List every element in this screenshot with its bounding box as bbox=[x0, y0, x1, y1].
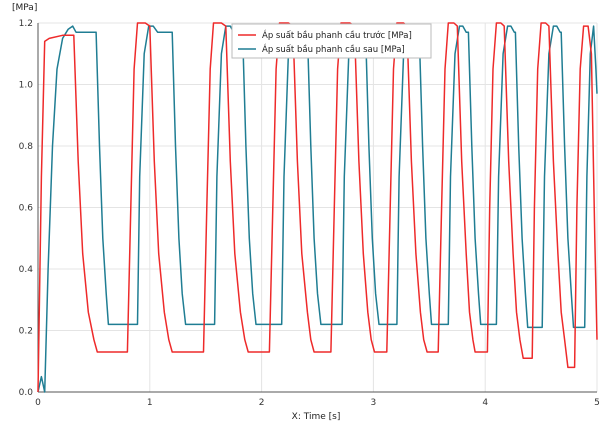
y-tick-label: 0.8 bbox=[19, 142, 34, 152]
x-tick-label: 2 bbox=[259, 398, 265, 408]
x-axis-label: X: Time [s] bbox=[292, 412, 341, 422]
y-tick-label: 1.2 bbox=[19, 19, 33, 29]
series-line-front bbox=[37, 22, 598, 393]
legend-label-front: Áp suất bầu phanh cầu trước [MPa] bbox=[262, 29, 412, 41]
y-tick-labels: 0.0 0.2 0.4 0.6 0.8 1.0 1.2 bbox=[19, 19, 34, 398]
y-tick-label: 0.6 bbox=[19, 204, 34, 214]
y-axis-label: [MPa] bbox=[12, 3, 37, 13]
x-tick-labels: 0 1 2 3 4 5 bbox=[35, 398, 600, 408]
x-tick-label: 3 bbox=[371, 398, 377, 408]
y-tick-label: 0.4 bbox=[19, 265, 34, 275]
y-tick-label: 1.0 bbox=[19, 81, 34, 91]
y-tick-label: 0.2 bbox=[19, 327, 33, 337]
x-tick-label: 0 bbox=[35, 398, 41, 408]
x-tick-label: 1 bbox=[147, 398, 153, 408]
x-tick-label: 4 bbox=[482, 398, 488, 408]
legend: Áp suất bầu phanh cầu trước [MPa] Áp suấ… bbox=[231, 23, 432, 59]
legend-box bbox=[231, 23, 432, 59]
axes bbox=[37, 23, 597, 393]
legend-label-rear: Áp suất bầu phanh cầu sau [MPa] bbox=[262, 43, 405, 55]
x-tick-label: 5 bbox=[594, 398, 600, 408]
y-tick-label: 0.0 bbox=[19, 388, 34, 398]
